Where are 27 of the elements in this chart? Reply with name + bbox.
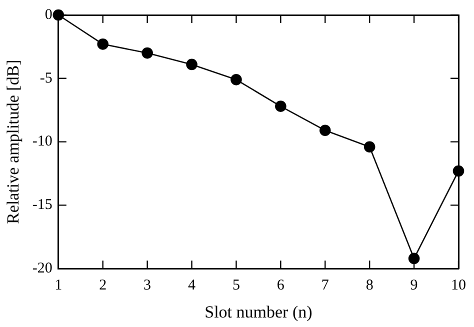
x-tick-label: 4: [188, 278, 196, 294]
point: [230, 74, 242, 86]
x-tick-label: 10: [451, 278, 466, 294]
x-tick-label: 2: [99, 278, 107, 294]
x-tick-label: 8: [366, 278, 374, 294]
point: [364, 141, 376, 153]
point: [275, 100, 286, 112]
x-tick-label: 6: [276, 278, 285, 294]
x-tick-label: 9: [410, 278, 418, 294]
point: [97, 38, 108, 50]
y-tick-label: -20: [32, 260, 52, 277]
point: [142, 47, 153, 59]
point: [452, 165, 464, 177]
y-tick-label: -15: [32, 197, 52, 214]
point: [408, 252, 420, 264]
x-tick-label: 1: [54, 278, 62, 294]
x-axis-title: Slot number (n): [204, 302, 312, 322]
y-axis-title: Relative amplitude [dB]: [4, 60, 23, 224]
point: [319, 124, 331, 136]
x-tick-label: 7: [321, 278, 330, 294]
y-tick-label: -10: [32, 134, 52, 150]
y-tick-label: -5: [40, 70, 52, 86]
y-tick-label: 0: [44, 6, 52, 23]
point: [186, 58, 198, 70]
point: [52, 9, 64, 21]
x-tick-label: 5: [232, 278, 240, 294]
x-tick-label: 3: [144, 278, 152, 294]
